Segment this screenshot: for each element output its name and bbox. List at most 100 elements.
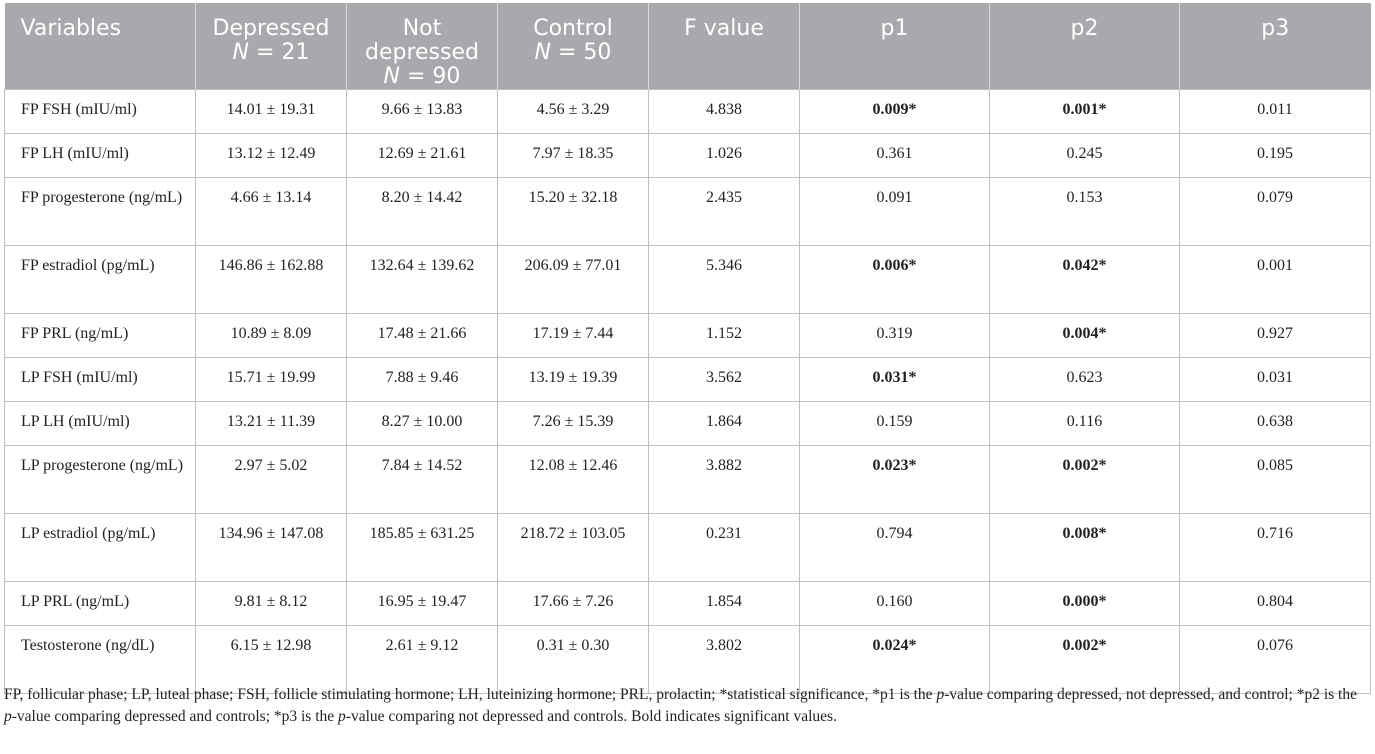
cell-depressed: 6.15 ± 12.98: [195, 625, 347, 694]
cell-p1: 0.319: [799, 313, 990, 358]
cell-variable: FP LH (mIU/ml): [4, 133, 196, 178]
table-row: FP FSH (mIU/ml) 14.01 ± 19.31 9.66 ± 13.83…: [4, 89, 1371, 134]
table-row: LP LH (mIU/ml) 13.21 ± 11.39 8.27 ± 10.00 7…: [4, 401, 1371, 446]
header-f-value: F value: [648, 3, 800, 90]
cell-variable: LP estradiol (pg/mL): [4, 513, 196, 582]
cell-p3: 0.804: [1179, 581, 1371, 626]
cell-depressed: 13.21 ± 11.39: [195, 401, 347, 446]
cell-p3: 0.927: [1179, 313, 1371, 358]
cell-not-depressed: 132.64 ± 139.62: [346, 245, 498, 314]
cell-not-depressed: 16.95 ± 19.47: [346, 581, 498, 626]
cell-not-depressed: 8.27 ± 10.00: [346, 401, 498, 446]
cell-p2: 0.000*: [989, 581, 1180, 626]
header-not-depressed-line2: depressed: [365, 40, 479, 65]
header-control-n: N = 50: [534, 40, 612, 65]
cell-depressed: 13.12 ± 12.49: [195, 133, 347, 178]
cell-f-value: 1.026: [648, 133, 800, 178]
cell-p3: 0.638: [1179, 401, 1371, 446]
cell-not-depressed: 7.88 ± 9.46: [346, 357, 498, 402]
header-p2: p2: [989, 3, 1180, 90]
header-variables: Variables: [4, 3, 196, 90]
cell-depressed: 146.86 ± 162.88: [195, 245, 347, 314]
table-row: FP progesterone (ng/mL) 4.66 ± 13.14 8.20 …: [4, 177, 1371, 246]
cell-p3: 0.716: [1179, 513, 1371, 582]
cell-f-value: 4.838: [648, 89, 800, 134]
cell-control: 7.26 ± 15.39: [497, 401, 649, 446]
cell-depressed: 10.89 ± 8.09: [195, 313, 347, 358]
cell-p2: 0.008*: [989, 513, 1180, 582]
cell-control: 4.56 ± 3.29: [497, 89, 649, 134]
hormone-comparison-table: Variables Depressed N = 21 Not depressed…: [4, 3, 1371, 694]
data-table-container: Variables Depressed N = 21 Not depressed…: [4, 3, 1371, 694]
cell-control: 206.09 ± 77.01: [497, 245, 649, 314]
cell-p1: 0.091: [799, 177, 990, 246]
cell-f-value: 1.152: [648, 313, 800, 358]
header-p3: p3: [1179, 3, 1371, 90]
table-row: LP estradiol (pg/mL) 134.96 ± 147.08 185.8…: [4, 513, 1371, 582]
table-row: LP FSH (mIU/ml) 15.71 ± 19.99 7.88 ± 9.46 1…: [4, 357, 1371, 402]
header-control-label: Control: [533, 16, 613, 41]
cell-p1: 0.006*: [799, 245, 990, 314]
header-not-depressed-line1: Not: [402, 16, 442, 41]
cell-f-value: 1.864: [648, 401, 800, 446]
cell-not-depressed: 7.84 ± 14.52: [346, 445, 498, 514]
cell-p1: 0.159: [799, 401, 990, 446]
cell-p1: 0.009*: [799, 89, 990, 134]
header-depressed-n: N = 21: [232, 40, 310, 65]
header-p1: p1: [799, 3, 990, 90]
table-row: FP estradiol (pg/mL) 146.86 ± 162.88 132.6…: [4, 245, 1371, 314]
cell-p2: 0.004*: [989, 313, 1180, 358]
cell-control: 17.19 ± 7.44: [497, 313, 649, 358]
cell-f-value: 3.882: [648, 445, 800, 514]
table-body: FP FSH (mIU/ml) 14.01 ± 19.31 9.66 ± 13.83…: [4, 89, 1371, 694]
table-header-row: Variables Depressed N = 21 Not depressed…: [4, 3, 1371, 90]
cell-not-depressed: 9.66 ± 13.83: [346, 89, 498, 134]
cell-variable: LP LH (mIU/ml): [4, 401, 196, 446]
header-not-depressed-n: N = 90: [383, 64, 461, 89]
cell-depressed: 14.01 ± 19.31: [195, 89, 347, 134]
cell-p3: 0.085: [1179, 445, 1371, 514]
cell-p2: 0.245: [989, 133, 1180, 178]
cell-p3: 0.079: [1179, 177, 1371, 246]
cell-variable: FP estradiol (pg/mL): [4, 245, 196, 314]
cell-f-value: 5.346: [648, 245, 800, 314]
cell-f-value: 2.435: [648, 177, 800, 246]
cell-f-value: 1.854: [648, 581, 800, 626]
cell-p1: 0.794: [799, 513, 990, 582]
cell-variable: LP PRL (ng/mL): [4, 581, 196, 626]
cell-depressed: 2.97 ± 5.02: [195, 445, 347, 514]
cell-f-value: 3.562: [648, 357, 800, 402]
cell-p3: 0.076: [1179, 625, 1371, 694]
cell-variable: FP progesterone (ng/mL): [4, 177, 196, 246]
cell-p1: 0.023*: [799, 445, 990, 514]
cell-not-depressed: 8.20 ± 14.42: [346, 177, 498, 246]
cell-p3: 0.011: [1179, 89, 1371, 134]
cell-variable: Testosterone (ng/dL): [4, 625, 196, 694]
cell-variable: LP FSH (mIU/ml): [4, 357, 196, 402]
cell-control: 7.97 ± 18.35: [497, 133, 649, 178]
cell-p1: 0.031*: [799, 357, 990, 402]
header-depressed-label: Depressed: [212, 16, 330, 41]
cell-not-depressed: 12.69 ± 21.61: [346, 133, 498, 178]
cell-p2: 0.002*: [989, 625, 1180, 694]
cell-control: 12.08 ± 12.46: [497, 445, 649, 514]
table-footnote: FP, follicular phase; LP, luteal phase; …: [4, 686, 1357, 725]
cell-p2: 0.002*: [989, 445, 1180, 514]
header-control: Control N = 50: [497, 3, 649, 90]
cell-p3: 0.195: [1179, 133, 1371, 178]
cell-control: 0.31 ± 0.30: [497, 625, 649, 694]
cell-depressed: 4.66 ± 13.14: [195, 177, 347, 246]
cell-control: 218.72 ± 103.05: [497, 513, 649, 582]
cell-not-depressed: 185.85 ± 631.25: [346, 513, 498, 582]
cell-p3: 0.001: [1179, 245, 1371, 314]
cell-depressed: 9.81 ± 8.12: [195, 581, 347, 626]
table-row: FP LH (mIU/ml) 13.12 ± 12.49 12.69 ± 21.61…: [4, 133, 1371, 178]
cell-p1: 0.160: [799, 581, 990, 626]
cell-p1: 0.361: [799, 133, 990, 178]
cell-p2: 0.116: [989, 401, 1180, 446]
cell-f-value: 0.231: [648, 513, 800, 582]
cell-control: 15.20 ± 32.18: [497, 177, 649, 246]
cell-depressed: 15.71 ± 19.99: [195, 357, 347, 402]
header-depressed: Depressed N = 21: [195, 3, 347, 90]
cell-variable: FP PRL (ng/mL): [4, 313, 196, 358]
